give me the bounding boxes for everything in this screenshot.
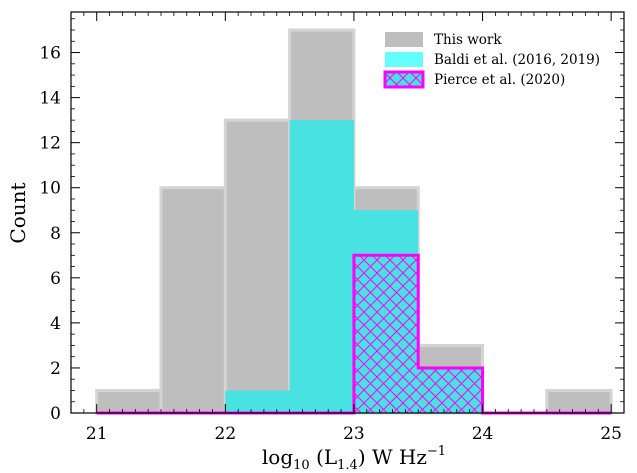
y-tick-label: 6	[50, 269, 61, 289]
bar-series-1-bin-1	[95, 388, 163, 415]
bar-series-2-bin-4	[289, 120, 354, 413]
legend-swatch-1	[385, 32, 423, 47]
x-tick-label: 22	[215, 424, 237, 444]
bars-layer	[95, 28, 613, 415]
y-tick-label: 4	[50, 314, 61, 334]
bar-series-3-bin-6	[418, 367, 483, 413]
legend: This work Baldi et al. (2016, 2019) Pierce…	[383, 32, 600, 89]
legend-label-1: This work	[434, 32, 502, 48]
bar-series-1-bin-2	[159, 186, 227, 415]
y-tick-label: 12	[39, 134, 61, 154]
bar-series-2-bin-3	[225, 390, 290, 413]
x-tick-label: 24	[472, 424, 494, 444]
x-tick-label: 25	[600, 424, 622, 444]
y-tick-label: 0	[50, 404, 61, 424]
legend-swatch-2	[385, 52, 423, 67]
x-axis-title: log10 (L1.4) W Hz−1	[262, 444, 446, 473]
y-tick-label: 16	[39, 44, 61, 64]
legend-label-3: Pierce et al. (2020)	[434, 72, 565, 88]
bar-series-1-bin-8	[545, 388, 613, 415]
y-tick-label: 14	[39, 89, 61, 109]
y-tick-label: 10	[39, 179, 61, 199]
plot-frame	[70, 11, 625, 414]
y-tick-label: 2	[50, 359, 61, 379]
bar-series-3-bin-5	[353, 255, 419, 413]
legend-swatch-3	[383, 70, 425, 89]
bar-series-1-bin-3	[223, 118, 292, 415]
y-axis-title: Count	[6, 182, 30, 243]
x-tick-label: 23	[343, 424, 365, 444]
x-tick-label: 21	[86, 424, 108, 444]
legend-label-2: Baldi et al. (2016, 2019)	[434, 52, 600, 68]
y-tick-label: 8	[50, 224, 61, 244]
